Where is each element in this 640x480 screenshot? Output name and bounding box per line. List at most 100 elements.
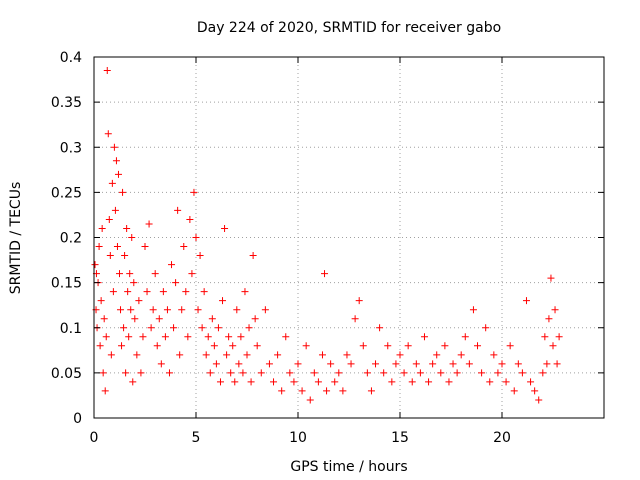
data-point: [535, 396, 543, 404]
data-point: [245, 324, 253, 332]
data-point: [101, 387, 109, 395]
data-point: [145, 220, 153, 228]
data-point: [531, 387, 539, 395]
data-point: [441, 342, 449, 350]
data-point: [506, 342, 514, 350]
data-point: [247, 378, 255, 386]
data-point: [118, 342, 126, 350]
data-point: [190, 188, 198, 196]
data-point: [420, 333, 428, 341]
axis-ticks: [93, 56, 604, 419]
data-point: [335, 369, 343, 377]
x-tick-labels: 0 5 10 15 20: [90, 430, 511, 446]
data-point: [100, 315, 108, 323]
data-point: [103, 67, 111, 75]
data-point: [380, 369, 388, 377]
data-point: [174, 206, 182, 214]
data-point: [486, 378, 494, 386]
data-point: [225, 333, 233, 341]
data-point: [202, 351, 210, 359]
data-point: [321, 270, 329, 278]
data-point: [343, 351, 351, 359]
data-point: [122, 369, 130, 377]
data-point: [151, 270, 159, 278]
data-point: [131, 315, 139, 323]
data-point: [404, 342, 412, 350]
data-point: [490, 351, 498, 359]
data-point: [290, 378, 298, 386]
data-point: [502, 378, 510, 386]
data-point: [249, 252, 257, 260]
data-point: [384, 342, 392, 350]
data-point: [178, 306, 186, 314]
data-point: [116, 270, 123, 278]
data-point: [139, 333, 147, 341]
data-point: [186, 215, 194, 223]
data-point: [539, 369, 547, 377]
y-tick-label: 0.25: [51, 185, 82, 201]
data-point: [433, 351, 441, 359]
data-point: [109, 288, 117, 296]
data-point: [233, 306, 241, 314]
data-point: [547, 274, 555, 282]
data-point: [510, 387, 518, 395]
data-point: [114, 170, 122, 178]
y-tick-label: 0.2: [60, 231, 82, 247]
data-point: [123, 224, 131, 232]
data-point: [388, 378, 396, 386]
data-point: [237, 333, 245, 341]
data-point: [318, 351, 326, 359]
data-point: [541, 333, 549, 341]
data-point: [549, 342, 557, 350]
data-point: [130, 279, 138, 287]
data-point: [133, 351, 141, 359]
data-point: [253, 342, 261, 350]
data-point: [314, 378, 322, 386]
data-point: [445, 378, 453, 386]
data-point: [551, 306, 559, 314]
data-point: [265, 360, 273, 368]
data-point: [194, 306, 202, 314]
data-point: [95, 243, 103, 251]
data-point: [143, 288, 151, 296]
data-point: [494, 369, 502, 377]
data-point: [126, 270, 134, 278]
data-point: [149, 306, 157, 314]
data-point: [429, 360, 437, 368]
data-point: [121, 252, 129, 260]
data-point: [474, 342, 482, 350]
x-axis-label: GPS time / hours: [290, 459, 407, 475]
data-point: [543, 360, 551, 368]
data-point: [165, 369, 173, 377]
data-point: [104, 130, 112, 138]
data-point: [251, 315, 259, 323]
data-point: [113, 243, 121, 251]
data-point: [117, 306, 125, 314]
data-point: [135, 297, 143, 305]
data-point: [200, 288, 208, 296]
data-point: [282, 333, 290, 341]
data-point: [107, 351, 115, 359]
data-point: [155, 315, 163, 323]
data-point: [106, 252, 114, 260]
data-point: [363, 369, 371, 377]
y-tick-label: 0.05: [51, 366, 82, 382]
data-point: [91, 261, 99, 269]
data-point: [227, 369, 235, 377]
data-point: [168, 261, 176, 269]
y-tick-label: 0: [73, 411, 82, 427]
data-point: [176, 351, 184, 359]
data-point: [98, 224, 106, 232]
data-point: [239, 369, 247, 377]
data-point: [192, 234, 200, 241]
data-point: [522, 297, 530, 305]
data-point: [96, 342, 104, 350]
data-point: [469, 306, 477, 314]
data-point: [127, 306, 135, 314]
data-point: [302, 342, 310, 350]
data-point: [157, 360, 165, 368]
data-point: [108, 179, 116, 187]
data-point: [223, 351, 231, 359]
data-point: [453, 369, 461, 377]
data-point: [229, 342, 237, 350]
